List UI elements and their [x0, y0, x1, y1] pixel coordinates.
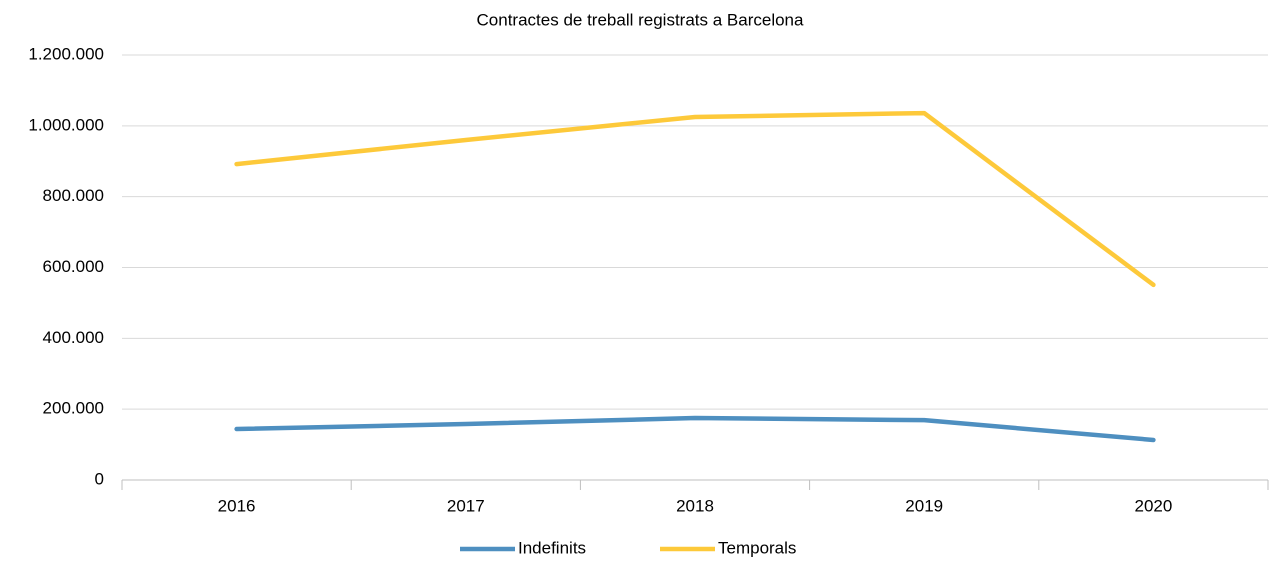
x-tick-label: 2018 [676, 496, 714, 515]
legend-label: Indefinits [518, 538, 586, 557]
x-tick-label: 2019 [905, 496, 943, 515]
y-tick-label: 400.000 [43, 328, 104, 347]
y-tick-label: 600.000 [43, 257, 104, 276]
x-tick-label: 2016 [218, 496, 256, 515]
y-tick-label: 1.200.000 [28, 44, 104, 63]
y-tick-label: 1.000.000 [28, 115, 104, 134]
chart-title: Contractes de treball registrats a Barce… [477, 10, 804, 29]
series-line [234, 415, 1156, 443]
x-tick-label: 2017 [447, 496, 485, 515]
y-tick-label: 800.000 [43, 186, 104, 205]
x-tick-label: 2020 [1134, 496, 1172, 515]
legend-label: Temporals [718, 538, 796, 557]
y-tick-label: 200.000 [43, 399, 104, 418]
y-tick-label: 0 [95, 469, 104, 488]
series-line [234, 110, 1156, 288]
